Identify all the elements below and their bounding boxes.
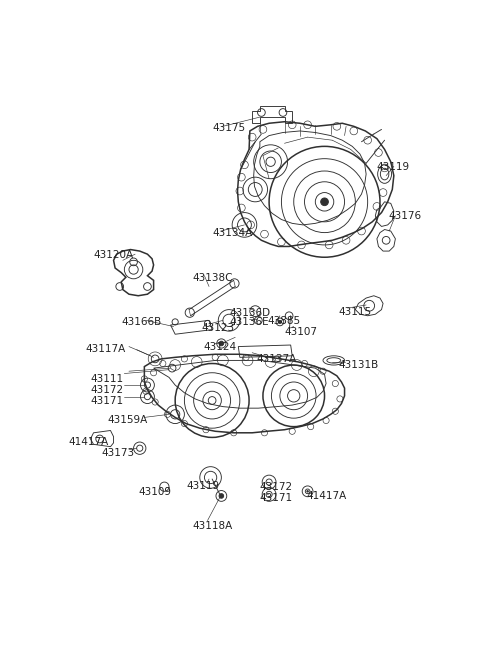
Text: 43166B: 43166B (121, 317, 161, 328)
Text: 43159A: 43159A (108, 415, 148, 425)
Text: 43885: 43885 (267, 316, 300, 326)
Text: 43107: 43107 (285, 327, 317, 337)
Text: 43119: 43119 (186, 481, 219, 491)
Text: 43123: 43123 (201, 324, 234, 333)
Text: 43117A: 43117A (86, 345, 126, 354)
Text: 43136E: 43136E (229, 317, 269, 328)
Text: 43136D: 43136D (229, 308, 270, 318)
Circle shape (278, 320, 281, 324)
Text: 41417A: 41417A (306, 491, 346, 501)
Text: 43138C: 43138C (192, 272, 233, 283)
Text: 43111: 43111 (90, 373, 123, 384)
Text: 43118A: 43118A (192, 521, 232, 531)
Circle shape (307, 491, 308, 492)
Text: 43172: 43172 (260, 482, 293, 492)
Text: 43173: 43173 (101, 448, 134, 458)
Text: 43175: 43175 (212, 123, 245, 133)
Text: 43119: 43119 (377, 162, 410, 172)
Circle shape (219, 341, 224, 346)
Text: 43176: 43176 (388, 211, 421, 221)
Text: 41417A: 41417A (69, 437, 109, 447)
Text: 43171: 43171 (260, 493, 293, 503)
Text: 43109: 43109 (138, 487, 171, 496)
Text: 43171: 43171 (90, 396, 123, 406)
Circle shape (219, 494, 224, 498)
Text: 43172: 43172 (90, 385, 123, 395)
Circle shape (321, 198, 328, 206)
Text: 43115: 43115 (338, 307, 372, 316)
Text: 43120A: 43120A (94, 250, 133, 259)
Text: 43131B: 43131B (338, 360, 379, 371)
Text: 43124: 43124 (204, 342, 237, 352)
Text: 43134A: 43134A (212, 228, 252, 238)
Text: 43137A: 43137A (257, 354, 297, 364)
